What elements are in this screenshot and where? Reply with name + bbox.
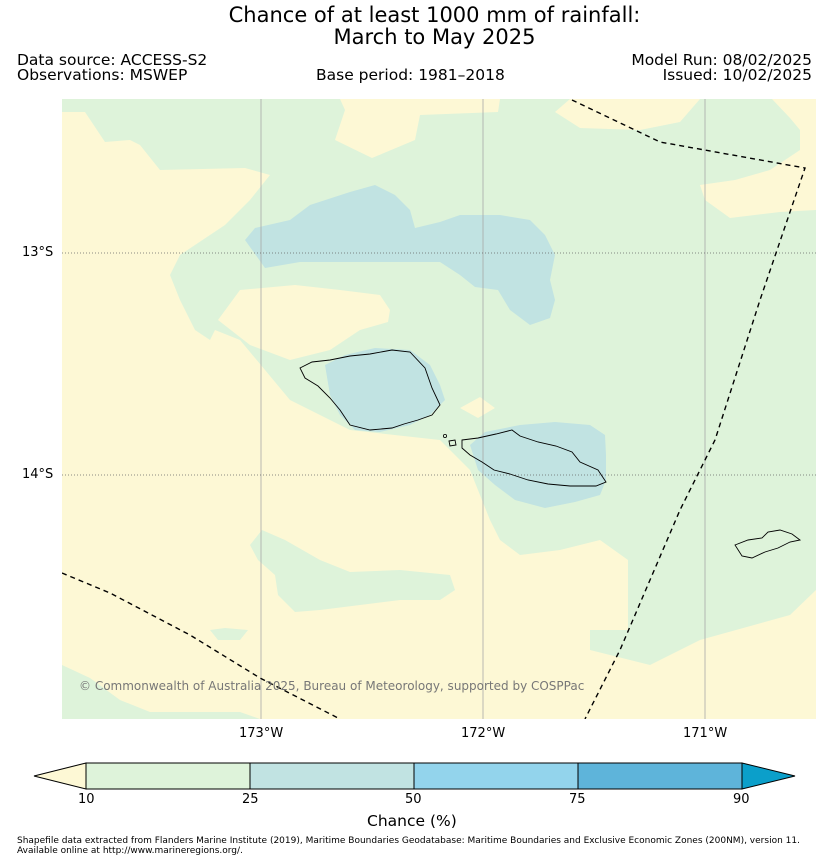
lon-label-172w: 172°W [461, 726, 506, 741]
model-run-label: Model Run: 08/02/2025 [631, 51, 812, 69]
colorbar-extend-high [741, 762, 796, 790]
footer-source-line-1: Shapefile data extracted from Flanders M… [17, 836, 800, 846]
lon-label-171w: 171°W [683, 726, 728, 741]
maritime-boundaries [62, 99, 806, 719]
map-gridlines [260, 99, 706, 719]
contour-low-cutout-1 [335, 99, 500, 158]
lon-label-173w: 173°W [239, 726, 284, 741]
tutuila-island [734, 529, 802, 559]
base-period-label: Base period: 1981–2018 [316, 66, 505, 84]
title-line-2: March to May 2025 [333, 25, 536, 49]
observations-label: Observations: MSWEP [17, 66, 188, 84]
colorbar-bin-50-75 [414, 763, 578, 789]
contour-25-50-upolu [470, 422, 606, 508]
copyright-notice: © Commonwealth of Australia 2025, Bureau… [79, 679, 585, 693]
map-plot-area [62, 99, 816, 719]
colorbar-tick-50: 50 [405, 792, 422, 807]
colorbar-tick-75: 75 [569, 792, 586, 807]
title-line-1: Chance of at least 1000 mm of rainfall: [228, 3, 641, 27]
contour-10-25-edge [62, 665, 260, 719]
colorbar [33, 762, 796, 790]
data-source-label: Data source: ACCESS-S2 [17, 51, 208, 69]
colorbar-extend-low [33, 762, 87, 790]
upolu-island [461, 429, 607, 487]
issued-label: Issued: 10/02/2025 [662, 66, 812, 84]
colorbar-label: Chance (%) [367, 812, 457, 830]
footer-source-line-2: Available online at http://www.marinereg… [17, 846, 243, 856]
colorbar-tick-90: 90 [733, 792, 750, 807]
contour-25-50-upolu-savaii [325, 348, 445, 432]
colorbar-bin-75-90 [578, 763, 742, 789]
contour-10-25-lower [250, 530, 455, 612]
contour-25-50-north [245, 185, 555, 325]
contour-10-25-nearcorner [124, 118, 133, 140]
lat-label-13s: 13°S [22, 245, 54, 260]
savaii-island [299, 349, 441, 431]
colorbar-bin-25-50 [250, 763, 414, 789]
colorbar-tick-10: 10 [78, 792, 95, 807]
colorbar-bin-10-25 [86, 763, 250, 789]
contour-10-25-small [210, 628, 248, 640]
contour-low-cutout-3 [700, 99, 816, 218]
apolima-island [442, 433, 447, 438]
manono-island [448, 439, 457, 447]
contour-low-cutout-5 [460, 397, 495, 418]
lat-label-14s: 14°S [22, 467, 54, 482]
contour-low-cutout-2 [555, 99, 700, 130]
colorbar-tick-25: 25 [242, 792, 259, 807]
